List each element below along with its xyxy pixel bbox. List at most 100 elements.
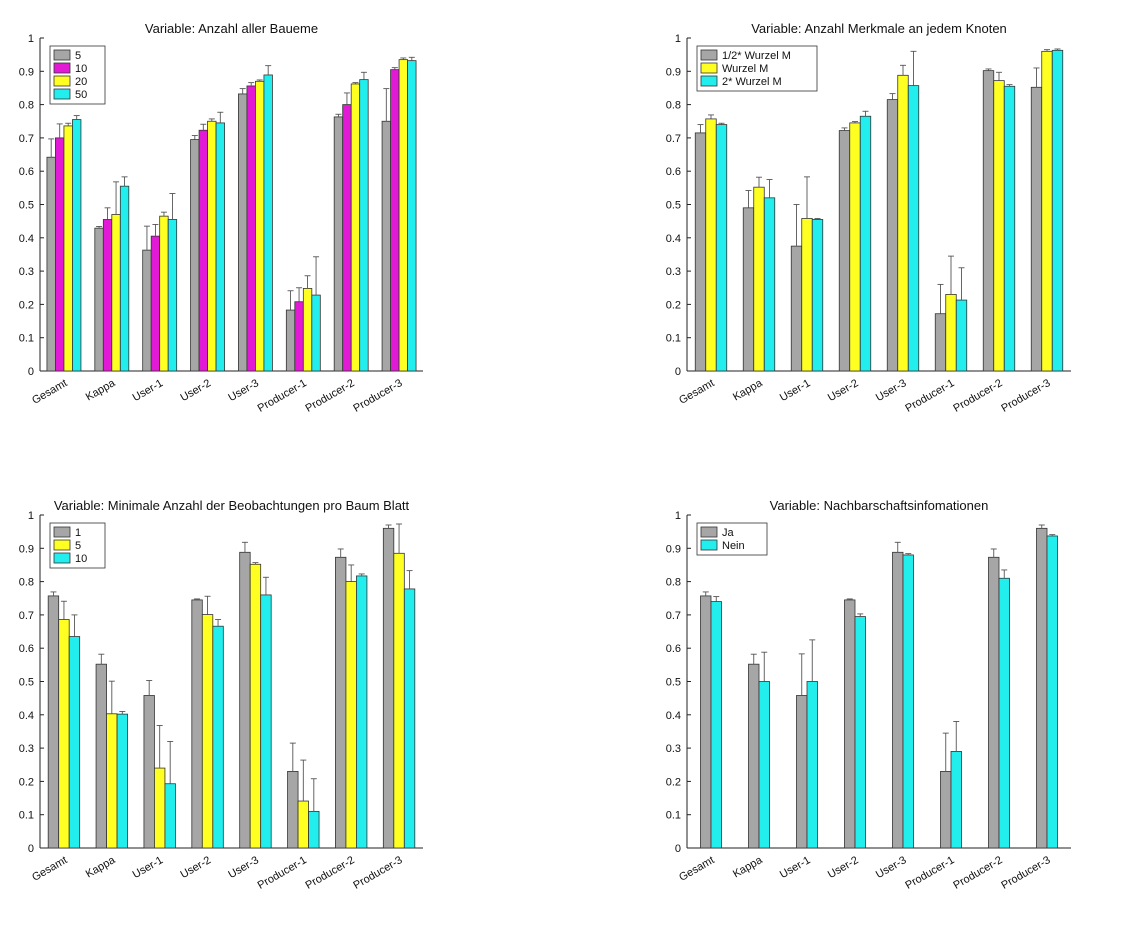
bar xyxy=(201,614,214,849)
bar xyxy=(897,74,909,372)
bar xyxy=(1051,49,1064,372)
y-tick-label: 0.1 xyxy=(19,333,34,345)
y-tick-label: 0.2 xyxy=(19,299,34,311)
bar xyxy=(207,120,217,372)
bar xyxy=(106,713,118,849)
legend-label: Ja xyxy=(722,527,735,539)
chart-panel-2: 0 0.1 0.2 0.3 0.4 0.5 0.6 0.7 0.8 0.9 1 Variable: A… xyxy=(666,21,1071,415)
legend-label: Nein xyxy=(722,540,745,552)
bar xyxy=(285,309,296,372)
bar xyxy=(1046,535,1058,849)
y-tick-label: 0.5 xyxy=(19,200,34,212)
bar xyxy=(287,771,299,849)
x-tick-label: Producer-3 xyxy=(999,854,1052,892)
bar xyxy=(902,554,914,849)
bar xyxy=(849,122,861,372)
bar xyxy=(198,129,208,372)
x-tick-label: Gesamt xyxy=(30,377,69,407)
x-tick-label: Producer-2 xyxy=(951,854,1004,892)
bar xyxy=(854,616,866,849)
bar xyxy=(940,771,952,849)
legend-label: 10 xyxy=(75,553,87,565)
y-tick-label: 1 xyxy=(28,33,34,45)
bar xyxy=(191,599,203,849)
bar xyxy=(159,215,169,372)
plot-area xyxy=(687,515,1071,848)
bar xyxy=(748,663,760,849)
y-tick-label: 0.3 xyxy=(666,266,681,278)
x-tick-label: User-2 xyxy=(178,854,213,881)
x-tick-label: User-3 xyxy=(874,854,909,881)
bar xyxy=(742,207,755,372)
x-tick-label: User-1 xyxy=(778,377,813,404)
y-tick-label: 0.2 xyxy=(19,776,34,788)
bar xyxy=(398,59,408,372)
bar xyxy=(260,594,272,849)
x-tick-label: User-2 xyxy=(826,377,861,404)
y-tick-label: 1 xyxy=(675,33,681,45)
y-tick-label: 0.8 xyxy=(19,100,34,112)
x-tick-label: Producer-3 xyxy=(999,377,1052,415)
y-tick-label: 0 xyxy=(28,843,34,855)
x-tick-label: Gesamt xyxy=(677,854,716,884)
bar xyxy=(333,116,344,372)
bar xyxy=(119,185,130,372)
y-tick-label: 0.7 xyxy=(19,133,34,145)
legend-swatch xyxy=(53,552,71,564)
y-tick-label: 0.3 xyxy=(19,743,34,755)
bar xyxy=(215,122,225,372)
bar xyxy=(239,551,251,849)
bar xyxy=(945,294,957,372)
bar xyxy=(859,115,872,372)
y-tick-label: 0.3 xyxy=(19,266,34,278)
chart-panel-4: 0 0.1 0.2 0.3 0.4 0.5 0.6 0.7 0.8 0.9 1 Variable: N… xyxy=(666,498,1071,892)
chart-panel-1: 0 0.1 0.2 0.3 0.4 0.5 0.6 0.7 0.8 0.9 1 Variable: A… xyxy=(19,21,423,415)
y-tick-label: 0.9 xyxy=(666,543,681,555)
bar xyxy=(382,527,395,849)
y-tick-label: 0.5 xyxy=(666,200,681,212)
bar xyxy=(811,219,824,372)
x-tick-label: User-3 xyxy=(874,377,909,404)
x-tick-label: Kappa xyxy=(731,377,765,404)
bar xyxy=(102,219,113,372)
legend-swatch xyxy=(53,526,71,538)
bar xyxy=(801,218,813,372)
y-tick-label: 0.1 xyxy=(666,333,681,345)
bar xyxy=(796,695,808,849)
legend-label: 1/2* Wurzel M xyxy=(722,50,791,62)
bar xyxy=(350,83,361,372)
y-tick-label: 0.6 xyxy=(19,643,34,655)
bar xyxy=(356,575,368,849)
y-tick-label: 0.2 xyxy=(666,776,681,788)
bar xyxy=(763,197,776,372)
bar xyxy=(263,74,273,372)
chart-title: Variable: Anzahl Merkmale an jedem Knote… xyxy=(751,21,1007,36)
legend-label: 1 xyxy=(75,527,81,539)
legend-swatch xyxy=(53,88,71,100)
y-tick-label: 1 xyxy=(675,510,681,522)
legend-swatch xyxy=(700,62,718,74)
bar xyxy=(934,313,947,372)
bar xyxy=(95,663,107,849)
y-tick-label: 0.7 xyxy=(666,610,681,622)
bar xyxy=(238,93,248,372)
x-tick-label: User-1 xyxy=(778,854,813,881)
bar xyxy=(993,80,1005,372)
bar xyxy=(311,294,321,372)
bar xyxy=(68,636,81,849)
bar xyxy=(246,85,256,372)
bar xyxy=(1036,527,1048,849)
bar xyxy=(255,80,265,372)
bar xyxy=(55,137,65,372)
bar xyxy=(302,288,313,372)
bar xyxy=(403,588,416,849)
bar xyxy=(790,245,803,372)
y-tick-label: 0.5 xyxy=(666,677,681,689)
y-tick-label: 0.6 xyxy=(666,166,681,178)
y-tick-label: 1 xyxy=(28,510,34,522)
bar xyxy=(1030,86,1043,372)
y-tick-label: 0.1 xyxy=(666,810,681,822)
bar xyxy=(150,235,161,372)
legend-swatch xyxy=(53,49,71,61)
bar xyxy=(1003,85,1016,372)
